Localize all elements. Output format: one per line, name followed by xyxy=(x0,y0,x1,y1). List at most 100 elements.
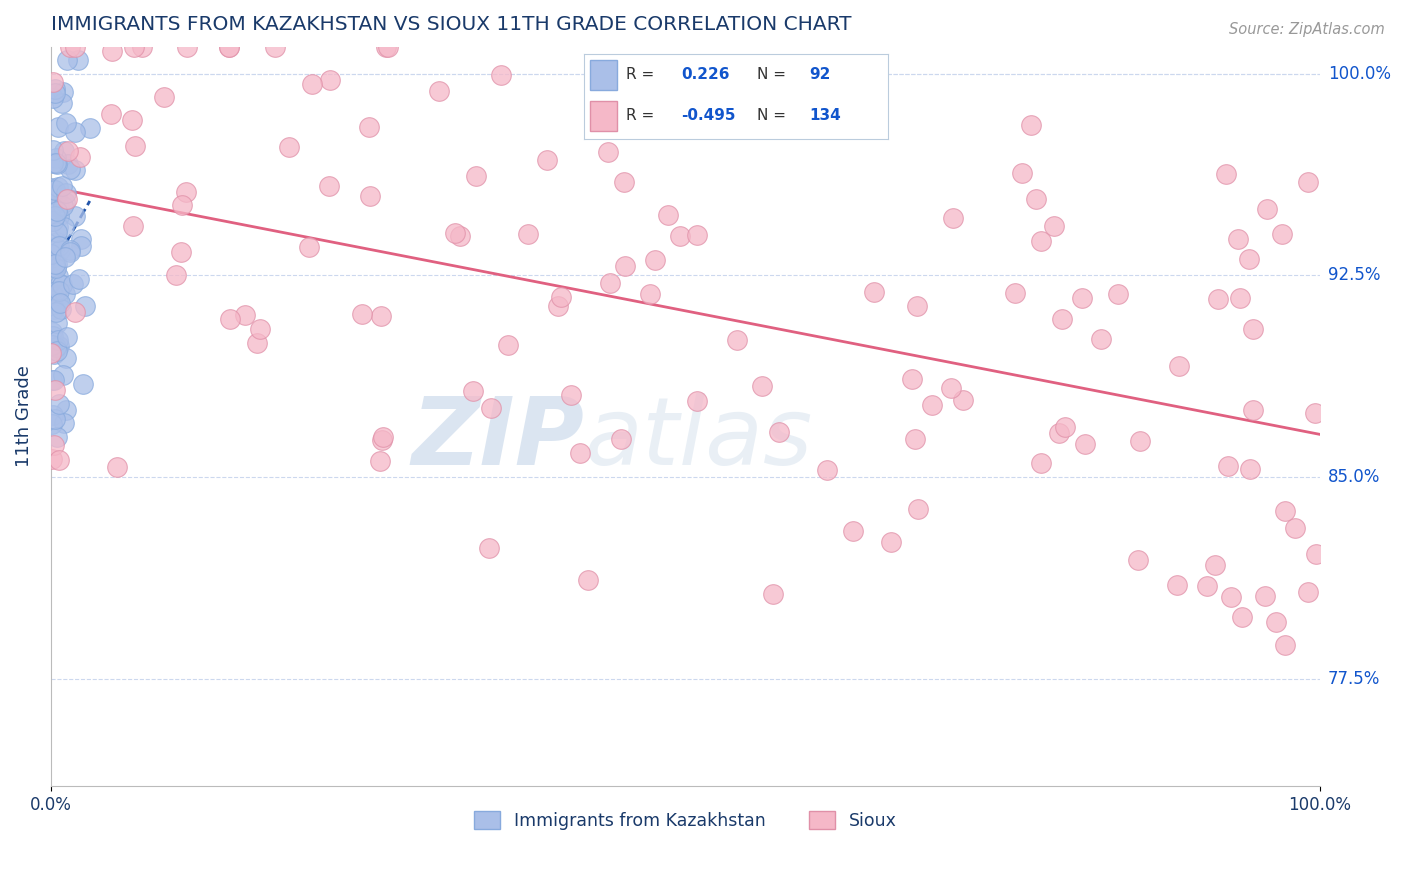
Point xyxy=(170,244,193,259)
Point xyxy=(685,228,707,243)
Point xyxy=(174,185,197,199)
Point xyxy=(246,335,269,350)
Point xyxy=(547,299,569,313)
Point xyxy=(1305,547,1327,561)
Point xyxy=(1215,167,1237,181)
Point xyxy=(46,257,69,271)
Point xyxy=(496,338,519,352)
Point xyxy=(56,330,79,344)
Point xyxy=(370,309,392,323)
Point xyxy=(905,299,928,313)
Point xyxy=(41,199,63,213)
Point xyxy=(444,226,467,240)
Point xyxy=(63,305,86,319)
Point xyxy=(42,214,65,228)
Point xyxy=(686,393,709,408)
Point xyxy=(55,403,77,417)
Point xyxy=(59,245,82,260)
Point xyxy=(52,417,75,431)
Y-axis label: 11th Grade: 11th Grade xyxy=(15,366,32,467)
Point xyxy=(52,368,75,383)
Text: 92.5%: 92.5% xyxy=(1329,266,1381,285)
Point xyxy=(131,39,153,54)
Point xyxy=(39,345,62,359)
Point xyxy=(1019,118,1042,132)
Point xyxy=(1053,419,1076,434)
Point xyxy=(375,39,398,54)
Point xyxy=(51,95,73,110)
Point xyxy=(1004,285,1026,300)
Point xyxy=(668,229,690,244)
Point xyxy=(45,340,67,354)
Point xyxy=(48,199,70,213)
Point xyxy=(1226,232,1249,246)
Point xyxy=(124,138,146,153)
Point xyxy=(427,84,450,98)
Text: IMMIGRANTS FROM KAZAKHSTAN VS SIOUX 11TH GRADE CORRELATION CHART: IMMIGRANTS FROM KAZAKHSTAN VS SIOUX 11TH… xyxy=(51,15,852,34)
Point xyxy=(72,376,94,391)
Legend: Immigrants from Kazakhstan, Sioux: Immigrants from Kazakhstan, Sioux xyxy=(467,804,904,837)
Point xyxy=(41,155,63,169)
Point xyxy=(1206,292,1229,306)
Point xyxy=(1274,639,1296,653)
Point xyxy=(51,179,73,194)
Point xyxy=(1031,456,1053,470)
Point xyxy=(568,446,591,460)
Point xyxy=(1042,219,1064,233)
Point xyxy=(1166,578,1188,592)
Point xyxy=(41,373,63,387)
Point xyxy=(1197,579,1219,593)
Point xyxy=(48,284,70,298)
Point xyxy=(1229,291,1251,305)
Point xyxy=(100,107,122,121)
Point xyxy=(46,333,69,347)
Point xyxy=(1218,458,1240,473)
Point xyxy=(904,432,927,446)
Point xyxy=(479,401,502,416)
Point xyxy=(277,140,299,154)
Point xyxy=(42,438,65,452)
Point xyxy=(901,372,924,386)
Point xyxy=(62,277,84,292)
Point xyxy=(46,180,69,194)
Point xyxy=(165,268,187,282)
Point xyxy=(264,39,287,54)
Point xyxy=(79,121,101,136)
Point xyxy=(368,454,391,468)
Point xyxy=(1090,333,1112,347)
Point xyxy=(122,39,145,54)
Point xyxy=(218,312,240,326)
Point xyxy=(45,261,67,276)
Point xyxy=(1050,311,1073,326)
Point xyxy=(46,429,69,443)
Point xyxy=(56,192,79,206)
Point xyxy=(550,290,572,304)
Point xyxy=(46,120,69,134)
Point xyxy=(46,203,69,218)
Point xyxy=(56,144,79,158)
Point xyxy=(768,425,790,440)
Point xyxy=(41,417,63,432)
Point xyxy=(610,432,633,446)
Text: ZIP: ZIP xyxy=(411,392,583,484)
Point xyxy=(640,118,662,132)
Point xyxy=(478,541,501,555)
Point xyxy=(53,250,76,264)
Point xyxy=(1256,202,1278,216)
Point xyxy=(536,153,558,168)
Point xyxy=(1254,589,1277,603)
Point xyxy=(1271,227,1294,241)
Point xyxy=(1296,174,1319,188)
Point xyxy=(863,285,886,300)
Point xyxy=(48,452,70,467)
Point xyxy=(101,44,124,58)
Point xyxy=(44,301,66,316)
Point xyxy=(1107,287,1129,301)
Point xyxy=(45,156,67,170)
Point xyxy=(644,252,666,267)
Point xyxy=(45,200,67,214)
Point xyxy=(65,163,87,178)
Point xyxy=(51,277,73,292)
Point xyxy=(1071,292,1094,306)
Point xyxy=(52,220,75,235)
